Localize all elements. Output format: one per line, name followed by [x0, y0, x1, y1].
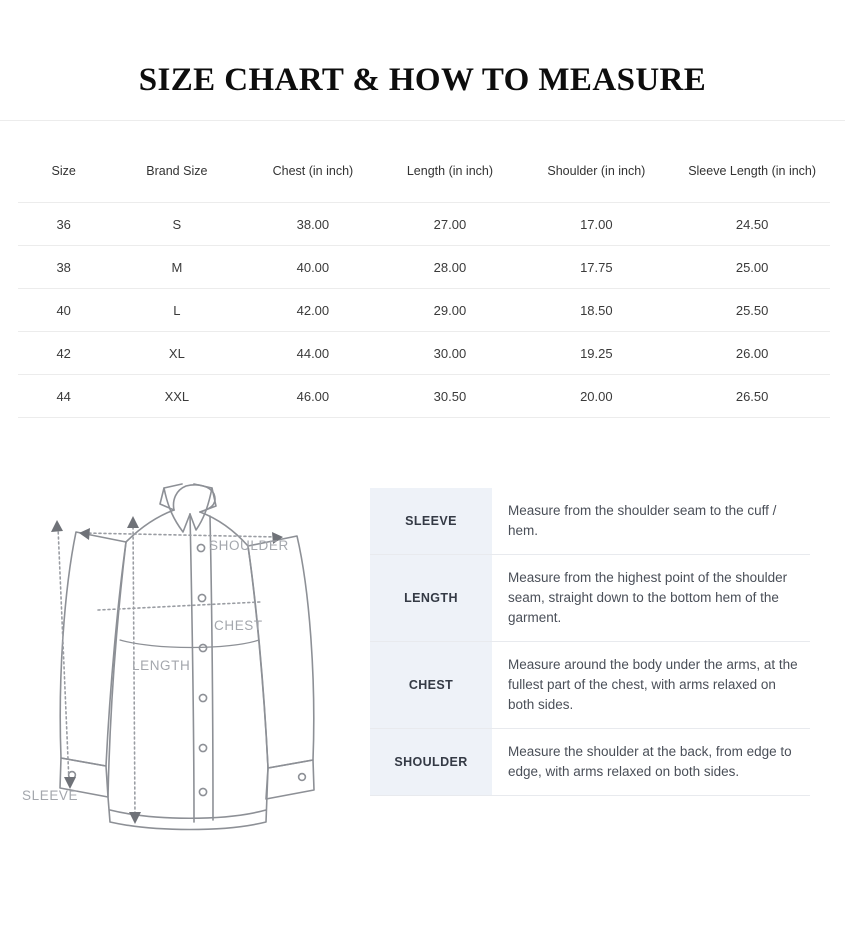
cell-length: 30.50 [381, 374, 519, 418]
diagram-label-shoulder: SHOULDER [209, 538, 289, 553]
guide-description-shoulder: Measure the shoulder at the back, from e… [508, 744, 792, 779]
diagram-label-sleeve: SLEEVE [22, 788, 78, 803]
cell-chest: 38.00 [244, 202, 382, 246]
cell-brand: L [109, 288, 245, 332]
page-title-text: SIZE CHART & HOW TO MEASURE [138, 62, 707, 98]
cell-sleeve: 25.50 [674, 288, 830, 332]
cell-shoulder: 17.75 [518, 245, 675, 289]
cell-shoulder: 17.00 [518, 202, 675, 246]
cell-chest: 46.00 [244, 374, 382, 418]
guide-label-shoulder: SHOULDER [370, 729, 492, 795]
guide-row-length: LENGTH Measure from the highest point of… [370, 555, 810, 642]
cell-shoulder: 18.50 [518, 288, 675, 332]
table-row: 40 L 42.00 29.00 18.50 25.50 [18, 288, 830, 332]
cell-length: 28.00 [381, 245, 519, 289]
how-to-measure-section: SHOULDER CHEST LENGTH SLEEVE SLEEVE Meas… [0, 470, 845, 870]
guide-label-chest: CHEST [370, 642, 492, 728]
cell-length: 27.00 [381, 202, 519, 246]
diagram-label-chest: CHEST [214, 618, 263, 633]
cell-brand: XL [109, 331, 245, 375]
shirt-measurement-diagram: SHOULDER CHEST LENGTH SLEEVE [14, 470, 364, 845]
cell-size: 38 [18, 245, 110, 289]
cell-sleeve: 26.00 [674, 331, 830, 375]
guide-description-chest: Measure around the body under the arms, … [508, 657, 798, 712]
cell-length: 29.00 [381, 288, 519, 332]
column-header-length: Length (in inch) [406, 164, 494, 178]
table-row: 38 M 40.00 28.00 17.75 25.00 [18, 245, 830, 289]
table-row: 36 S 38.00 27.00 17.00 24.50 [18, 202, 830, 246]
cell-sleeve: 25.00 [674, 245, 830, 289]
cell-sleeve: 24.50 [674, 202, 830, 246]
table-row: 42 XL 44.00 30.00 19.25 26.00 [18, 331, 830, 375]
column-header-brand-size: Brand Size [146, 164, 208, 178]
cell-brand: S [109, 202, 245, 246]
guide-description-length: Measure from the highest point of the sh… [508, 570, 788, 625]
guide-row-shoulder: SHOULDER Measure the shoulder at the bac… [370, 729, 810, 796]
page-title: SIZE CHART & HOW TO MEASURE [0, 62, 845, 99]
column-header-chest: Chest (in inch) [272, 164, 354, 178]
title-divider [0, 120, 845, 121]
measurement-guide-panel: SLEEVE Measure from the shoulder seam to… [370, 488, 810, 796]
cell-shoulder: 20.00 [518, 374, 675, 418]
cell-shoulder: 19.25 [518, 331, 675, 375]
cell-chest: 42.00 [244, 288, 382, 332]
guide-label-sleeve: SLEEVE [370, 488, 492, 554]
guide-description-sleeve: Measure from the shoulder seam to the cu… [508, 503, 777, 538]
cell-chest: 44.00 [244, 331, 382, 375]
column-header-shoulder: Shoulder (in inch) [547, 164, 646, 178]
cell-brand: XXL [109, 374, 245, 418]
size-chart-table: Size Brand Size Chest (in inch) Length (… [18, 140, 830, 418]
guide-label-length: LENGTH [370, 555, 492, 641]
cell-size: 36 [18, 202, 110, 246]
cell-size: 40 [18, 288, 110, 332]
column-header-sleeve-length: Sleeve Length (in inch) [688, 164, 817, 178]
diagram-label-length: LENGTH [132, 658, 190, 673]
cell-sleeve: 26.50 [674, 374, 830, 418]
cell-length: 30.00 [381, 331, 519, 375]
column-header-size: Size [51, 164, 76, 178]
guide-row-sleeve: SLEEVE Measure from the shoulder seam to… [370, 488, 810, 555]
cell-size: 44 [18, 374, 110, 418]
cell-brand: M [109, 245, 245, 289]
cell-size: 42 [18, 331, 110, 375]
guide-row-chest: CHEST Measure around the body under the … [370, 642, 810, 729]
cell-chest: 40.00 [244, 245, 382, 289]
table-row: 44 XXL 46.00 30.50 20.00 26.50 [18, 374, 830, 418]
table-header-row: Size Brand Size Chest (in inch) Length (… [18, 140, 830, 203]
